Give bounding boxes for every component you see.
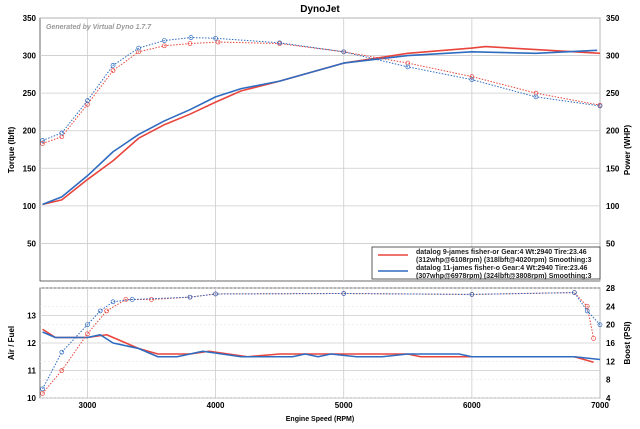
series-datalog-11-torque-lbft--point — [136, 45, 142, 51]
afr-tick-label: 11 — [28, 367, 37, 376]
series-datalog-11-boost-point — [40, 386, 45, 392]
series-datalog-9-torque-lbft--point — [110, 68, 116, 73]
series-datalog-9-torque-lbft--point — [161, 43, 167, 49]
series-datalog-11-boost-point — [59, 349, 65, 355]
power-tick-label: 350 — [606, 14, 620, 23]
series-datalog-11-torque-lbft--point — [405, 64, 411, 70]
series-datalog-9-torque-lbft--point — [40, 141, 45, 146]
series-datalog-9-boost-point — [149, 297, 154, 302]
plot-layer: 3000 4000 5000 6000 7000 50 50 100 100 150 150 200 2… — [23, 14, 620, 410]
power-tick-label: 100 — [606, 202, 620, 211]
boost-tick-label: 16 — [606, 339, 615, 348]
series-datalog-11-torque-lbft--point — [188, 35, 194, 40]
torque-tick-label: 250 — [23, 89, 37, 98]
boost-tick-label: 20 — [606, 321, 615, 330]
x-axis-label: Engine Speed (RPM) — [286, 416, 354, 423]
series-datalog-9-torque-lbft--line — [42, 41, 601, 144]
afr-tick-label: 12 — [27, 339, 36, 348]
power-tick-label: 200 — [606, 127, 620, 136]
x-tick-label: 6000 — [463, 401, 481, 410]
torque-tick-label: 50 — [27, 239, 36, 248]
watermark: Generated by Virtual Dyno 1.7.7 — [46, 24, 152, 31]
boost-tick-label: 8 — [606, 376, 611, 385]
series-datalog-11-boost-point — [97, 308, 103, 314]
series-datalog-11-torque-lbft--point — [161, 38, 167, 43]
x-tick-label: 3000 — [79, 401, 97, 410]
boost-tick-label: 4 — [606, 394, 611, 403]
afr-tick-label: 10 — [27, 394, 36, 403]
series-datalog-11-power-whp--line — [42, 49, 598, 206]
series-datalog-9-boost-point — [591, 336, 596, 341]
series-datalog-11-boost-point — [341, 291, 347, 296]
series-datalog-11-boost-point — [584, 308, 590, 314]
series-datalog-9-boost-point — [40, 391, 45, 396]
top-plot-frame — [39, 17, 601, 282]
series-datalog-11-torque-lbft--point — [469, 77, 475, 82]
series-datalog-11-boost-point — [129, 297, 135, 302]
torque-tick-label: 350 — [23, 14, 37, 23]
series-datalog-9-boost-point — [123, 297, 129, 302]
torque-tick-label: 300 — [23, 52, 37, 61]
power-axis-label: Power (WHP) — [623, 125, 632, 176]
series-datalog-9-torque-lbft--point — [187, 41, 193, 46]
series-datalog-11-torque-lbft--point — [85, 98, 90, 104]
series-datalog-11-torque-lbft--point — [213, 35, 218, 41]
series-datalog-9-boost-point — [104, 308, 109, 314]
series-datalog-11-torque-lbft--point — [277, 40, 282, 46]
series-datalog-11-boost-point — [85, 322, 90, 328]
legend-box — [371, 246, 601, 280]
legend-entry-1-line2: (312whp@6108rpm) (318lbft@4020rpm) Smoot… — [416, 257, 592, 264]
afr-tick-label: 13 — [27, 312, 36, 321]
series-datalog-11-boost-point — [187, 294, 193, 300]
series-datalog-11-boost-line — [42, 292, 601, 390]
torque-tick-label: 150 — [23, 164, 37, 173]
series-datalog-9-torque-lbft--point — [469, 74, 475, 79]
boost-tick-label: 12 — [606, 357, 615, 366]
legend-entry-1-line1: datalog 9-james fisher-or Gear:4 Wt:2940… — [416, 249, 587, 256]
series-datalog-11-boost-point — [110, 299, 116, 305]
series-datalog-11-boost-point — [572, 290, 577, 295]
series-datalog-11-afr-line — [42, 331, 601, 361]
x-tick-label: 5000 — [335, 401, 353, 410]
series-datalog-9-boost-point — [85, 331, 90, 337]
series-datalog-11-torque-lbft--point — [597, 103, 603, 109]
torque-tick-label: 200 — [23, 127, 37, 136]
x-tick-label: 7000 — [591, 401, 609, 410]
legend: datalog 9-james fisher-or Gear:4 Wt:2940… — [371, 246, 601, 280]
series-datalog-11-torque-lbft--line — [42, 37, 601, 141]
power-tick-label: 150 — [606, 164, 620, 173]
boost-tick-label: 28 — [606, 284, 615, 293]
chart-title: DynoJet — [300, 4, 340, 15]
series-datalog-11-torque-lbft--point — [533, 94, 539, 100]
series-datalog-11-torque-lbft--point — [341, 49, 347, 55]
series-datalog-11-boost-point — [469, 292, 475, 297]
series-datalog-11-boost-point — [597, 322, 603, 328]
boost-tick-label: 24 — [606, 302, 615, 311]
series-datalog-11-torque-lbft--point — [40, 138, 45, 143]
series-datalog-9-boost-point — [59, 368, 65, 373]
series-datalog-11-torque-lbft--point — [110, 62, 116, 68]
legend-entry-2-line1: datalog 11-james fisher-o Gear:4 Wt:2940… — [416, 265, 588, 272]
torque-axis-label: Torque (lbft) — [7, 126, 16, 173]
series-datalog-9-boost-point — [584, 303, 590, 309]
power-tick-label: 250 — [606, 89, 620, 98]
legend-entry-2-line2: (307whp@6978rpm) (324lbft@3808rpm) Smoot… — [416, 273, 592, 280]
series-datalog-9-power-whp--line — [42, 45, 601, 206]
afr-axis-label: Air / Fuel — [7, 326, 16, 360]
series-datalog-11-boost-point — [213, 291, 218, 297]
series-datalog-9-torque-lbft--point — [215, 39, 221, 45]
torque-tick-label: 100 — [23, 202, 37, 211]
boost-axis-label: Boost (PSI) — [623, 321, 632, 364]
series-datalog-11-torque-lbft--point — [59, 130, 65, 136]
power-tick-label: 50 — [606, 239, 615, 248]
x-tick-label: 4000 — [207, 401, 225, 410]
power-tick-label: 300 — [606, 52, 620, 61]
